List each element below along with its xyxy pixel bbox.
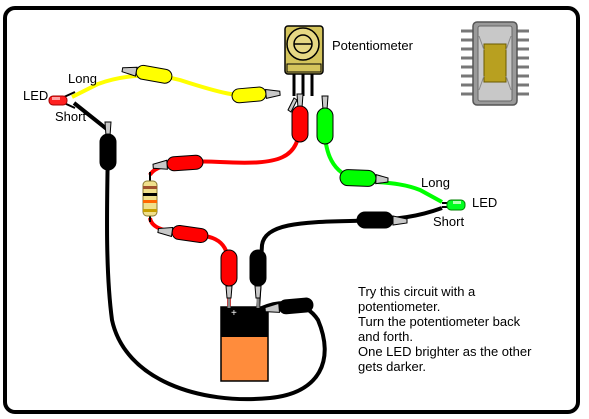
clip-red-resistor-top	[152, 154, 204, 172]
battery: +	[220, 298, 269, 382]
clip-green-pot	[316, 95, 334, 145]
left-led-label: LED	[23, 88, 49, 103]
note-line: potentiometer.	[358, 299, 441, 314]
note-line: and forth.	[358, 329, 413, 344]
left-led	[48, 91, 76, 109]
clip-black-led	[356, 211, 408, 229]
clip-red-resistor-bottom	[157, 224, 209, 244]
diagram-border	[3, 6, 580, 414]
clip-black-battery	[249, 249, 267, 299]
clip-gray-pot	[287, 97, 298, 113]
right-led	[442, 199, 466, 211]
right-led-label: LED	[472, 195, 498, 210]
wire-black-right	[256, 206, 443, 311]
ic-chip	[461, 21, 529, 106]
svg-text:+: +	[231, 308, 237, 319]
clip-red-battery	[220, 249, 238, 299]
clip-yellow-2	[231, 86, 281, 104]
wire-black-left	[72, 101, 327, 402]
left-short-label: Short	[55, 109, 87, 124]
note-line: Try this circuit with a	[358, 284, 476, 299]
note-line: One LED brighter as the other	[358, 344, 532, 359]
note-line: gets darker.	[358, 359, 426, 374]
note-line: Turn the potentiometer back	[358, 314, 521, 329]
clip-black-battery-loop	[264, 297, 314, 315]
clip-yellow-1	[121, 64, 173, 84]
instruction-note: Try this circuit with a potentiometer. T…	[358, 284, 568, 374]
clip-green-led	[339, 169, 389, 187]
clip-black-left-led	[99, 121, 117, 171]
right-long-label: Long	[421, 175, 450, 190]
potentiometer	[284, 25, 324, 96]
potentiometer-label: Potentiometer	[332, 38, 413, 53]
resistor	[142, 172, 158, 222]
left-long-label: Long	[68, 71, 97, 86]
clip-red-pot	[291, 93, 309, 143]
right-short-label: Short	[433, 214, 465, 229]
